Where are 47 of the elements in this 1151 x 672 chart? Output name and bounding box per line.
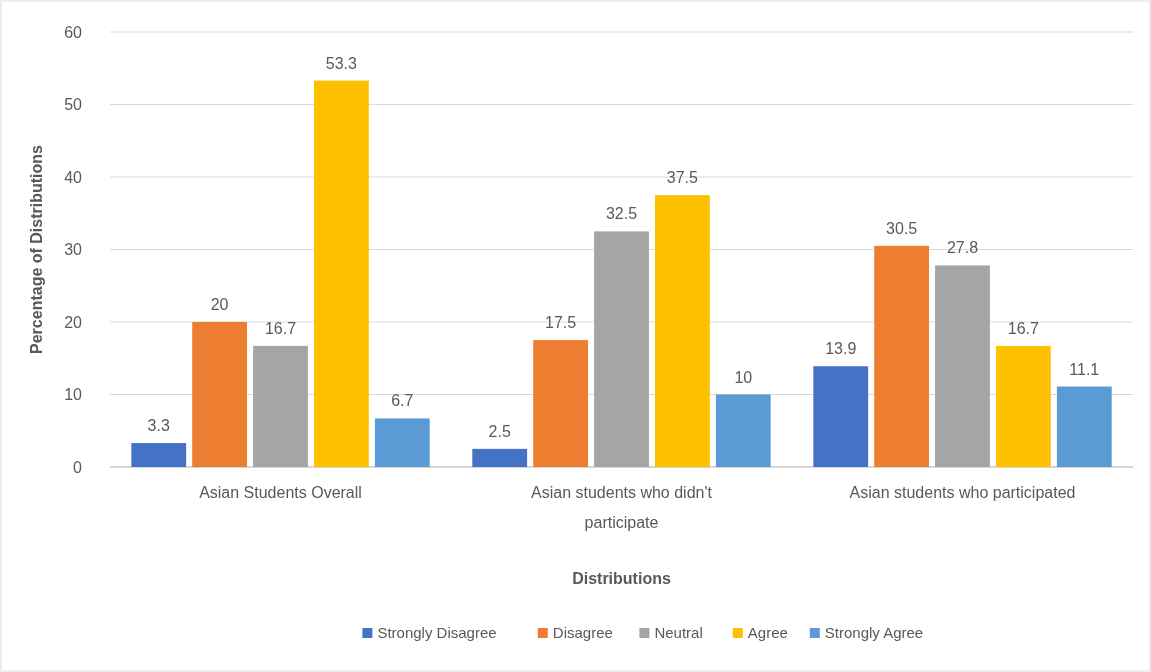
y-tick-label: 60 <box>64 23 83 41</box>
bar <box>374 418 430 467</box>
y-tick-label: 10 <box>64 386 83 404</box>
data-label: 53.3 <box>325 54 358 72</box>
data-label: 30.5 <box>886 219 918 237</box>
bar <box>1056 386 1112 467</box>
legend-label: Strongly Disagree <box>377 624 497 642</box>
bar <box>715 394 771 467</box>
y-tick-label: 30 <box>64 241 83 259</box>
data-label: 6.7 <box>391 392 414 410</box>
bar <box>533 340 589 467</box>
legend-label: Neutral <box>654 624 703 642</box>
legend-label: Disagree <box>552 624 613 642</box>
bar <box>813 366 869 467</box>
y-tick-label: 50 <box>64 96 83 114</box>
x-tick-label: Asian students who participated <box>849 484 1076 501</box>
bar <box>874 245 930 467</box>
x-tick-label: Asian Students Overall <box>199 484 362 501</box>
bar <box>192 322 248 467</box>
y-tick-label: 0 <box>73 458 83 476</box>
legend-label: Agree <box>747 624 788 642</box>
bar <box>253 345 308 467</box>
legend-label: Strongly Agree <box>824 624 924 642</box>
bar <box>654 195 710 467</box>
data-label: 37.5 <box>666 169 699 187</box>
data-label: 11.1 <box>1069 360 1100 378</box>
bar <box>935 265 990 467</box>
data-label: 16.7 <box>1007 319 1040 337</box>
y-tick-label: 20 <box>64 313 83 331</box>
data-label: 20 <box>210 296 229 313</box>
x-tick-label: Asian students who didn't participate <box>531 484 713 531</box>
y-tick-label: 40 <box>64 168 83 186</box>
data-label: 13.9 <box>825 340 857 358</box>
data-label: 27.8 <box>946 239 979 257</box>
data-label: 10 <box>734 368 753 386</box>
bar <box>995 345 1051 467</box>
data-label: 16.7 <box>264 319 297 337</box>
data-label: 3.3 <box>147 417 170 435</box>
data-label: 2.5 <box>488 422 511 440</box>
y-axis-title: Percentage of Distributions <box>28 144 45 354</box>
bar <box>594 231 649 467</box>
bar <box>131 443 187 467</box>
data-label: 32.5 <box>605 205 638 223</box>
bar <box>313 80 369 467</box>
x-axis-title: Distributions <box>572 570 671 587</box>
data-label: 17.5 <box>545 314 577 332</box>
bar <box>472 448 528 467</box>
